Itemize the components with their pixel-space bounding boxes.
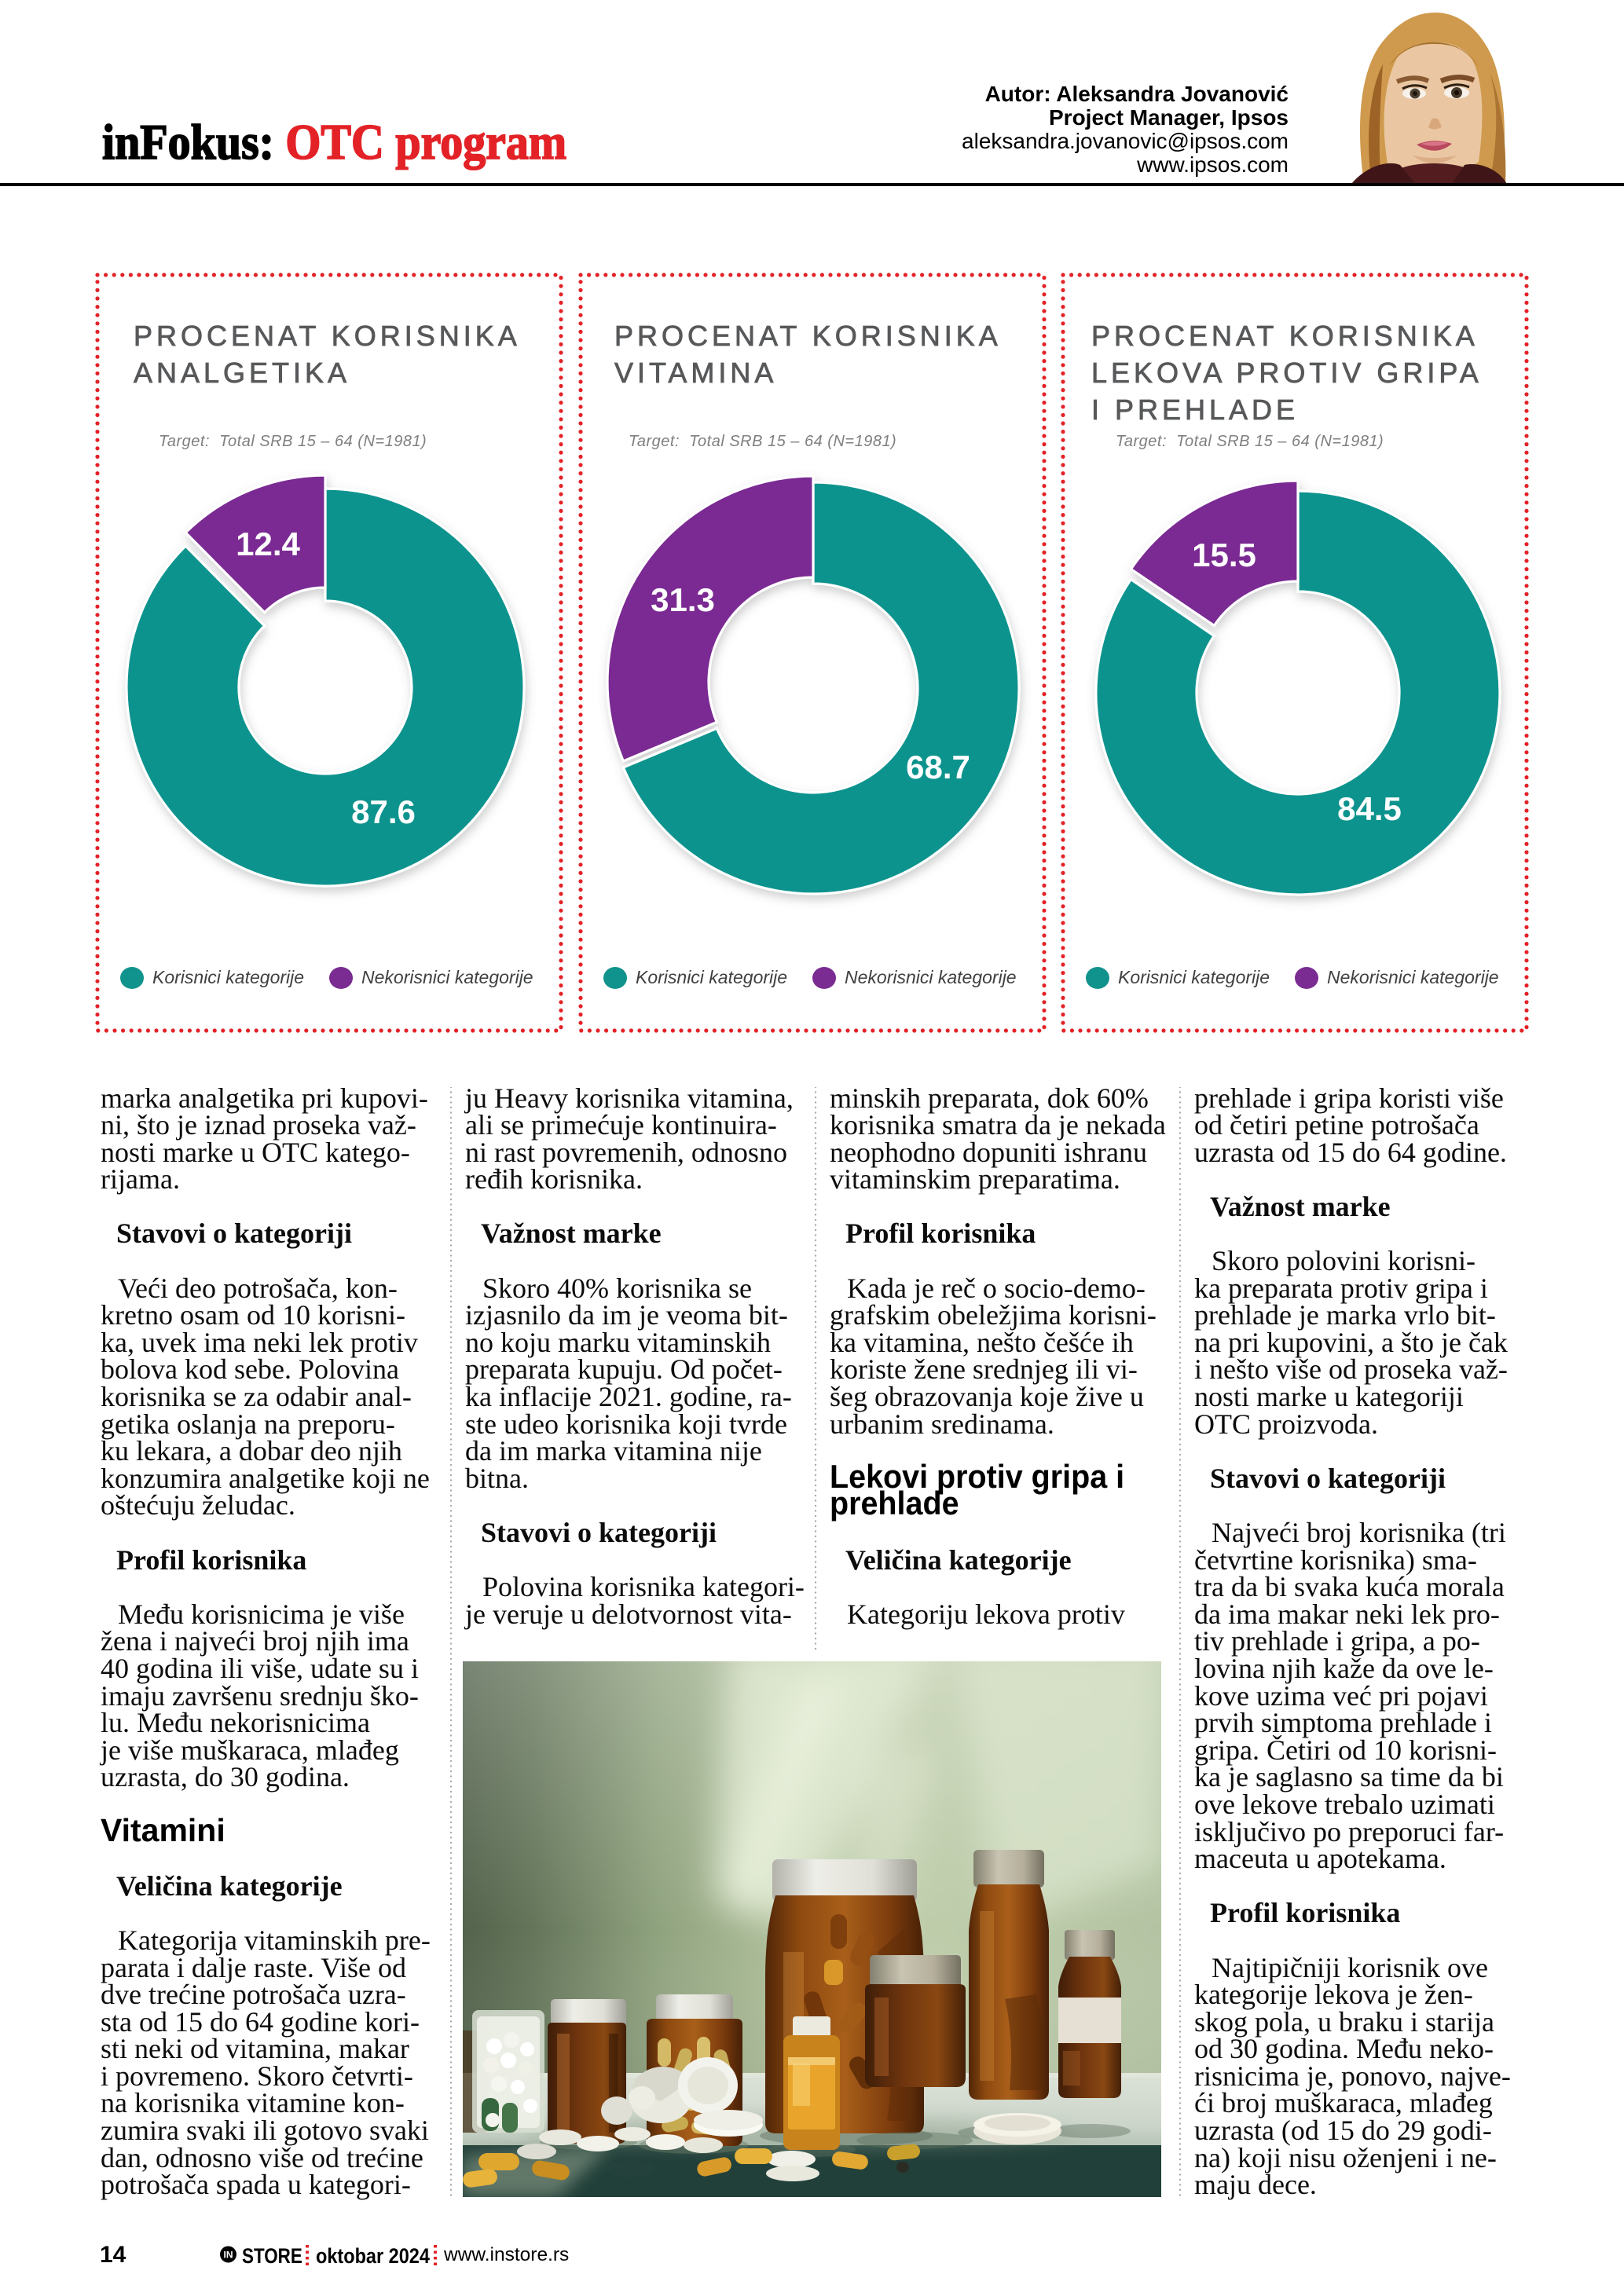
svg-text:87.6: 87.6 (351, 793, 416, 830)
svg-text:12.4: 12.4 (236, 525, 300, 562)
svg-text:68.7: 68.7 (906, 749, 970, 785)
svg-text:84.5: 84.5 (1337, 790, 1402, 827)
svg-text:IN: IN (224, 2250, 233, 2261)
svg-text:15.5: 15.5 (1192, 536, 1256, 573)
svg-text:31.3: 31.3 (651, 581, 715, 618)
